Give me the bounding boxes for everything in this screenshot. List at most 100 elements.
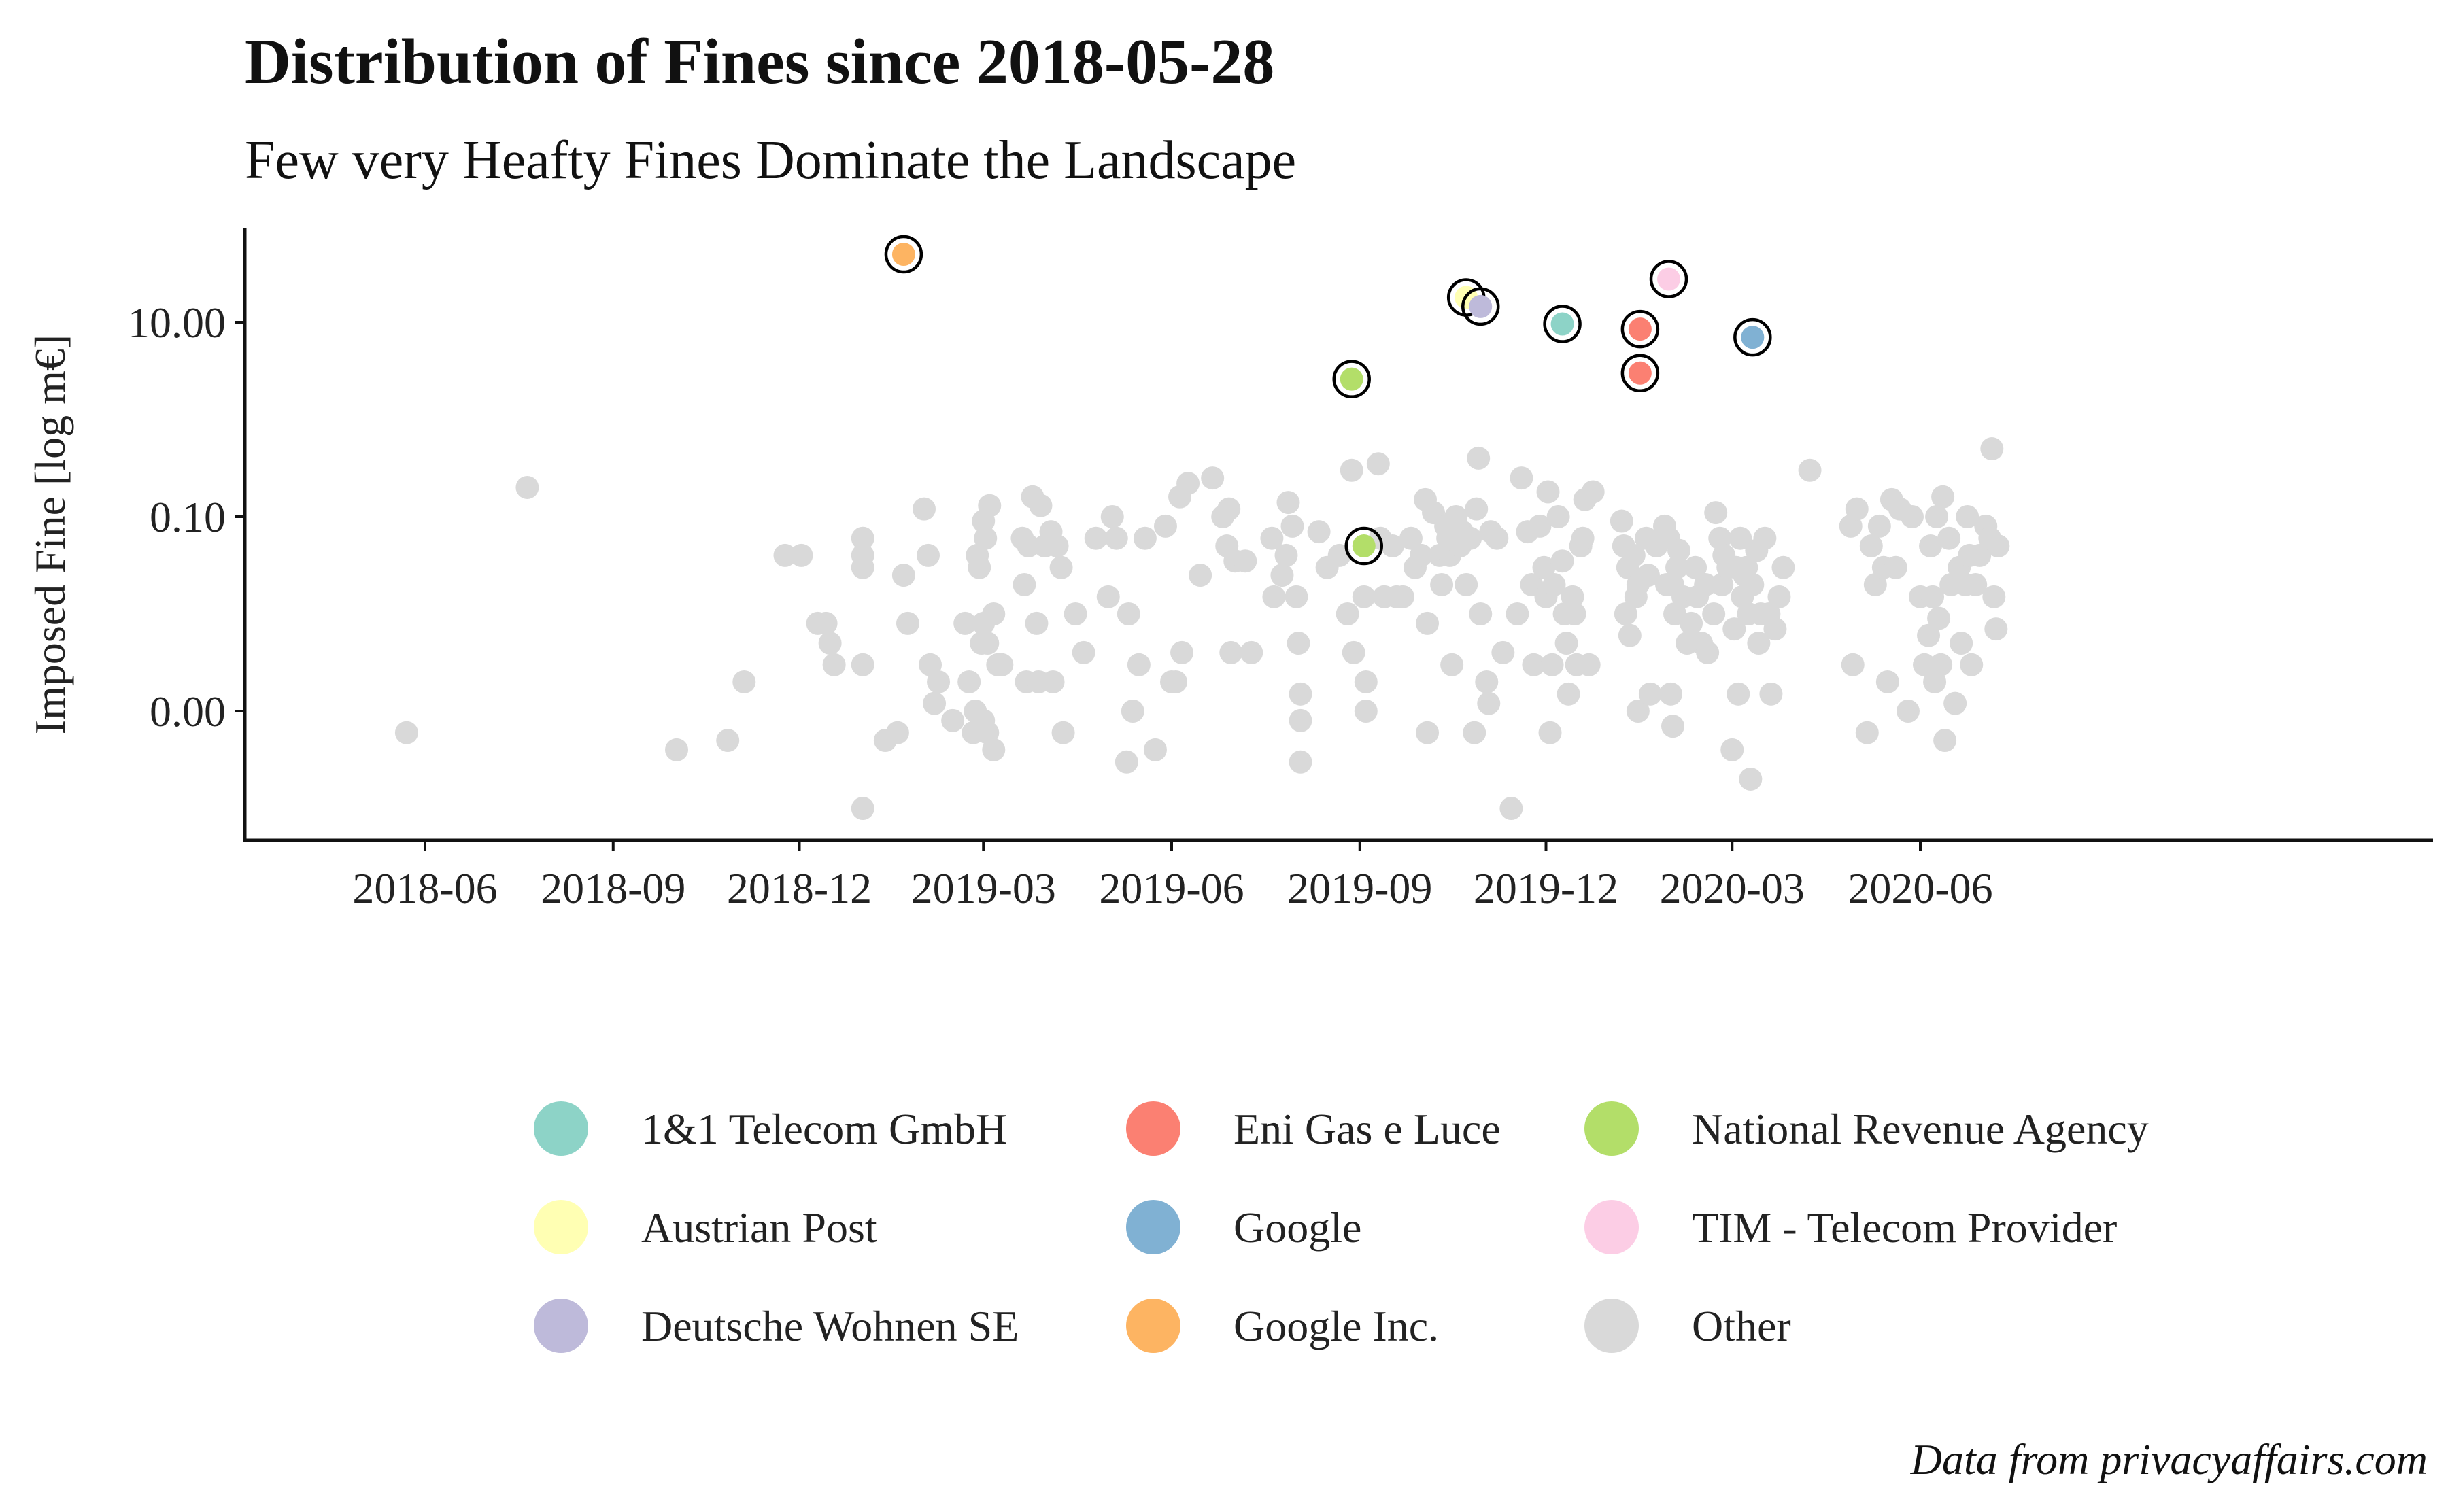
data-point-other	[1729, 526, 1752, 550]
data-point-other	[851, 555, 874, 579]
legend-label: Austrian Post	[641, 1203, 877, 1252]
data-point-other	[515, 475, 539, 499]
data-point-other	[1727, 682, 1750, 706]
data-point-other	[1694, 572, 1718, 596]
data-point-other	[1950, 632, 1973, 655]
data-point-other	[1477, 691, 1501, 715]
data-point-highlight	[1741, 326, 1765, 349]
data-point-other	[1336, 602, 1359, 625]
data-point-other	[1499, 797, 1523, 820]
data-point-highlight	[1469, 294, 1493, 318]
data-point-other	[851, 797, 874, 820]
data-point-other	[1984, 617, 2008, 641]
data-point-other	[1571, 526, 1595, 550]
data-point-other	[1618, 623, 1642, 647]
data-point-other	[1469, 602, 1493, 625]
y-axis-ticks: 0.00 0.10 10.00	[128, 298, 245, 736]
data-point-other	[1270, 564, 1294, 587]
legend-key	[1126, 1299, 1180, 1353]
data-point-other	[1980, 437, 2004, 461]
legend-label: Google Inc.	[1234, 1302, 1439, 1350]
data-point-other	[990, 653, 1014, 676]
data-point-other	[1115, 750, 1138, 774]
legend-key	[1126, 1200, 1180, 1254]
data-point-other	[885, 721, 909, 744]
data-point-other	[1051, 721, 1075, 744]
data-point-other	[1104, 526, 1128, 550]
data-point-other	[1430, 572, 1454, 596]
data-point-other	[1280, 514, 1304, 538]
data-point-other	[917, 543, 940, 567]
data-point-other	[1563, 602, 1586, 625]
data-points	[394, 235, 2010, 820]
y-tick-label: 0.10	[150, 493, 226, 541]
data-point-other	[1354, 670, 1378, 693]
data-point-highlight	[1340, 367, 1363, 391]
data-point-other	[1798, 458, 1822, 482]
data-point-highlight	[1352, 534, 1376, 558]
data-point-other	[1467, 446, 1491, 470]
data-point-highlight	[1656, 267, 1680, 291]
x-tick-label: 2019-12	[1474, 864, 1618, 912]
data-point-other	[982, 738, 1006, 761]
data-point-other	[1986, 534, 2010, 558]
data-point-other	[1538, 721, 1562, 744]
legend-key	[1584, 1101, 1639, 1156]
data-point-other	[1964, 572, 1988, 596]
data-point-other	[1017, 534, 1040, 558]
data-point-other	[1875, 670, 1899, 693]
data-point-other	[1274, 543, 1298, 567]
legend-key	[534, 1200, 588, 1254]
x-tick-label: 2019-09	[1287, 864, 1432, 912]
data-point-other	[1416, 721, 1440, 744]
data-point-other	[1638, 682, 1662, 706]
data-point-other	[1260, 526, 1284, 550]
legend-label: TIM - Telecom Provider	[1692, 1203, 2117, 1252]
data-point-other	[1025, 611, 1049, 635]
legend-key	[1584, 1299, 1639, 1353]
highlight-ring	[1332, 360, 1371, 398]
data-point-other	[1463, 721, 1486, 744]
plot-area: 0.00 0.10 10.00 2018-06 2018-09 2018-12 2019-…	[128, 228, 2433, 912]
data-point-other	[1455, 572, 1478, 596]
data-point-other	[1201, 466, 1225, 490]
data-point-other	[974, 526, 998, 550]
data-point-other	[1416, 611, 1440, 635]
data-point-other	[1747, 632, 1771, 655]
data-point-other	[1561, 585, 1584, 608]
data-point-other	[1164, 670, 1188, 693]
data-point-other	[1739, 767, 1763, 791]
data-point-other	[1845, 497, 1869, 521]
data-point-other	[1956, 505, 1979, 528]
data-point-other	[1240, 640, 1263, 664]
data-point-other	[919, 653, 942, 676]
data-point-other	[1884, 555, 1907, 579]
data-point-other	[1921, 585, 1945, 608]
data-point-other	[1626, 700, 1650, 723]
data-point-other	[1049, 555, 1073, 579]
data-point-other	[927, 670, 951, 693]
x-tick-label: 2018-06	[352, 864, 497, 912]
y-axis-title: Imposed Fine [log m€]	[26, 334, 74, 734]
data-point-other	[1554, 632, 1578, 655]
legend-key	[534, 1101, 588, 1156]
data-point-other	[1485, 526, 1509, 550]
data-point-other	[1276, 491, 1300, 515]
data-point-other	[1528, 514, 1552, 538]
data-point-other	[665, 738, 689, 761]
data-point-other	[1684, 555, 1707, 579]
data-point-other	[1665, 555, 1689, 579]
data-point-other	[1610, 509, 1633, 533]
data-point-other	[1289, 708, 1312, 732]
data-point-other	[1410, 543, 1433, 567]
x-tick-label: 2019-06	[1099, 864, 1244, 912]
data-point-other	[1217, 497, 1241, 521]
data-point-other	[1550, 549, 1574, 573]
data-point-other	[1577, 653, 1601, 676]
data-point-highlight	[891, 243, 915, 267]
data-point-other	[1440, 653, 1464, 676]
data-point-other	[1917, 623, 1941, 647]
legend-key	[534, 1299, 588, 1353]
x-tick-label: 2020-06	[1848, 864, 1992, 912]
data-point-other	[1557, 682, 1580, 706]
